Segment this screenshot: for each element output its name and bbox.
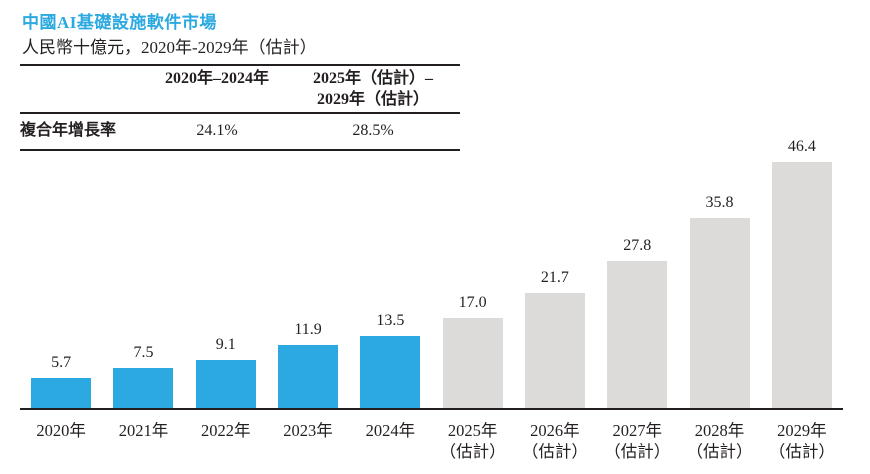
bar-actual — [195, 360, 256, 408]
bar-value-label: 13.5 — [376, 312, 405, 329]
cagr-value-row: 複合年增長率 24.1% 28.5% — [20, 113, 460, 151]
bar-column: 13.5 — [349, 130, 431, 408]
bar-column: 5.7 — [20, 130, 102, 408]
bar-estimate — [442, 318, 503, 408]
bar-estimate — [607, 261, 668, 408]
x-tick-label: 2026年 （估計） — [521, 421, 588, 461]
bar-value-label: 7.5 — [133, 344, 154, 361]
cagr-row-label: 複合年增長率 — [20, 113, 148, 151]
x-tick-label: 2021年 — [118, 421, 169, 440]
chart-title: 中國AI基礎設施軟件市場 — [22, 13, 217, 32]
x-tick-label: 2022年 — [200, 421, 251, 440]
bar-value-label: 46.4 — [787, 138, 816, 155]
x-tick-label: 2025年 （估計） — [439, 421, 506, 461]
bar-column: 35.8 — [678, 130, 760, 408]
chart-subtitle: 人民幣十億元，2020年-2029年（估計） — [22, 38, 317, 57]
cagr-value-2020-2024: 24.1% — [148, 113, 286, 151]
bar-column: 9.1 — [185, 130, 267, 408]
bar-actual — [113, 368, 174, 408]
cagr-header-empty-cell — [20, 65, 148, 114]
x-tick-label: 2029年 （估計） — [768, 421, 835, 461]
x-tick-label: 2024年 — [365, 421, 416, 440]
bar-actual — [278, 345, 339, 408]
x-tick-label: 2028年 （估計） — [686, 421, 753, 461]
bar-column: 11.9 — [267, 130, 349, 408]
bar-estimate — [524, 293, 585, 408]
bar-column: 7.5 — [102, 130, 184, 408]
x-tick-label: 2020年 — [36, 421, 86, 440]
bar-value-label: 35.8 — [705, 194, 734, 211]
x-axis-line — [20, 408, 843, 410]
x-axis-labels: 2020年 2021年 2022年 2023年 2024年 2025年 （估計） 2026年… — [20, 420, 843, 462]
bar-value-label: 11.9 — [294, 321, 322, 338]
bar-group: 5.7 7.5 9.1 11.9 13.5 17.0 21.7 27.8 35.8 46.4 — [20, 130, 843, 408]
bar-column: 27.8 — [596, 130, 678, 408]
cagr-header-2025-2029: 2025年（估計）– 2029年（估計） — [286, 65, 460, 114]
bar-value-label: 17.0 — [458, 294, 487, 311]
bar-estimate — [771, 162, 832, 408]
bar-chart: 5.7 7.5 9.1 11.9 13.5 17.0 21.7 27.8 35.8 46.4 20… — [20, 130, 843, 462]
bar-value-label: 27.8 — [623, 237, 652, 254]
bar-value-label: 21.7 — [540, 269, 569, 286]
bar-column: 46.4 — [761, 130, 843, 408]
cagr-value-2025-2029: 28.5% — [286, 113, 460, 151]
bar-column: 17.0 — [431, 130, 513, 408]
bar-actual — [31, 378, 92, 408]
x-tick-label: 2023年 — [283, 421, 333, 440]
bar-actual — [360, 336, 421, 408]
cagr-header-row: 2020年–2024年 2025年（估計）– 2029年（估計） — [20, 65, 460, 114]
cagr-header-2020-2024: 2020年–2024年 — [148, 65, 286, 114]
bar-estimate — [689, 218, 750, 408]
bar-column: 21.7 — [514, 130, 596, 408]
bar-value-label: 5.7 — [51, 354, 72, 371]
bar-value-label: 9.1 — [215, 336, 236, 353]
cagr-table: 2020年–2024年 2025年（估計）– 2029年（估計） 複合年增長率 … — [20, 64, 460, 151]
x-tick-label: 2027年 （估計） — [604, 421, 671, 461]
